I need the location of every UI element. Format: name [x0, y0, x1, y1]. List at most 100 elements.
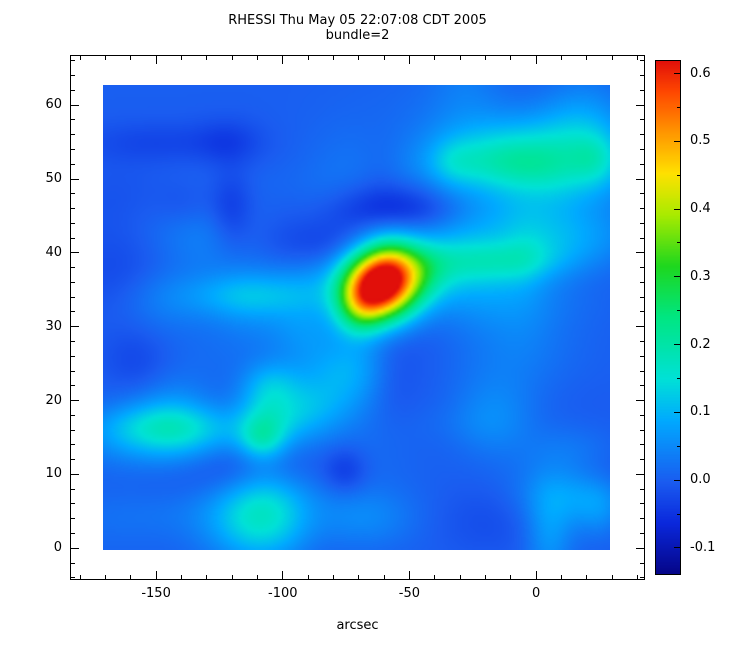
colorbar-major-tick: [674, 73, 680, 75]
x-major-tick-top: [282, 56, 284, 64]
colorbar-major-tick: [674, 479, 680, 481]
x-minor-tick-top: [586, 56, 588, 60]
y-minor-tick: [71, 75, 75, 77]
x-minor-tick-top: [256, 56, 258, 60]
x-minor-tick: [104, 575, 106, 579]
y-minor-tick-right: [640, 459, 644, 461]
y-major-tick: [71, 547, 79, 549]
y-minor-tick-right: [640, 311, 644, 313]
colorbar-major-tick: [674, 208, 680, 210]
x-minor-tick-top: [383, 56, 385, 60]
colorbar-tick-label: 0.4: [690, 201, 711, 217]
plot-subtitle: bundle=2: [325, 28, 390, 43]
colorbar-tick-label: 0.5: [690, 133, 711, 149]
y-major-tick: [71, 473, 79, 475]
x-minor-tick-top: [130, 56, 132, 60]
y-tick-label: 10: [45, 466, 62, 482]
x-minor-tick: [231, 575, 233, 579]
y-minor-tick: [71, 208, 75, 210]
x-major-tick-top: [155, 56, 157, 64]
y-major-tick-right: [636, 252, 644, 254]
colorbar-major-tick: [674, 140, 680, 142]
y-minor-tick: [71, 488, 75, 490]
x-minor-tick-top: [358, 56, 360, 60]
y-minor-tick: [71, 355, 75, 357]
plot-title: RHESSI Thu May 05 22:07:08 CDT 2005: [228, 13, 487, 28]
y-major-tick-right: [636, 178, 644, 180]
colorbar-minor-tick: [677, 445, 680, 447]
x-minor-tick: [206, 575, 208, 579]
y-minor-tick-right: [640, 208, 644, 210]
y-minor-tick: [71, 119, 75, 121]
colorbar-major-tick: [674, 344, 680, 346]
y-minor-tick: [71, 385, 75, 387]
y-minor-tick-right: [640, 193, 644, 195]
y-minor-tick: [71, 163, 75, 165]
colorbar-minor-tick: [677, 310, 680, 312]
y-major-tick: [71, 178, 79, 180]
colorbar-tick-label: 0.0: [690, 472, 711, 488]
y-minor-tick-right: [640, 488, 644, 490]
y-minor-tick: [71, 459, 75, 461]
y-minor-tick-right: [640, 577, 644, 579]
x-minor-tick-top: [560, 56, 562, 60]
y-tick-label: 30: [45, 318, 62, 334]
x-minor-tick: [636, 575, 638, 579]
x-minor-tick: [434, 575, 436, 579]
x-major-tick: [408, 571, 410, 579]
x-minor-tick-top: [231, 56, 233, 60]
y-minor-tick-right: [640, 237, 644, 239]
colorbar-major-tick: [674, 547, 680, 549]
x-minor-tick-top: [79, 56, 81, 60]
x-minor-tick-top: [307, 56, 309, 60]
y-minor-tick-right: [640, 281, 644, 283]
x-minor-tick-top: [104, 56, 106, 60]
x-minor-tick: [180, 575, 182, 579]
y-major-tick: [71, 326, 79, 328]
y-minor-tick-right: [640, 518, 644, 520]
y-minor-tick-right: [640, 532, 644, 534]
y-minor-tick: [71, 296, 75, 298]
x-minor-tick-top: [510, 56, 512, 60]
x-minor-tick-top: [206, 56, 208, 60]
y-tick-label: 0: [53, 540, 62, 556]
y-minor-tick: [71, 193, 75, 195]
y-minor-tick-right: [640, 340, 644, 342]
x-major-tick: [535, 571, 537, 579]
y-minor-tick: [71, 370, 75, 372]
colorbar-tick-label: -0.1: [690, 539, 716, 555]
x-minor-tick-top: [636, 56, 638, 60]
x-tick-label: -50: [398, 586, 421, 601]
y-major-tick: [71, 104, 79, 106]
y-minor-tick-right: [640, 134, 644, 136]
y-major-tick-right: [636, 104, 644, 106]
y-minor-tick: [71, 89, 75, 91]
y-tick-label: 60: [45, 97, 62, 113]
x-minor-tick: [611, 575, 613, 579]
colorbar-tick-label: 0.3: [690, 268, 711, 284]
x-minor-tick: [256, 575, 258, 579]
heatmap-canvas: [103, 85, 610, 550]
y-minor-tick: [71, 267, 75, 269]
y-tick-label: 40: [45, 244, 62, 260]
y-minor-tick: [71, 222, 75, 224]
y-tick-label: 50: [45, 171, 62, 187]
y-minor-tick: [71, 577, 75, 579]
y-minor-tick-right: [640, 119, 644, 121]
y-minor-tick-right: [640, 60, 644, 62]
y-minor-tick: [71, 429, 75, 431]
colorbar-minor-tick: [677, 242, 680, 244]
x-major-tick-top: [535, 56, 537, 64]
y-minor-tick-right: [640, 163, 644, 165]
x-minor-tick: [358, 575, 360, 579]
y-major-tick-right: [636, 547, 644, 549]
y-minor-tick-right: [640, 370, 644, 372]
x-minor-tick-top: [434, 56, 436, 60]
y-minor-tick: [71, 281, 75, 283]
y-major-tick-right: [636, 400, 644, 402]
x-minor-tick-top: [484, 56, 486, 60]
y-minor-tick: [71, 562, 75, 564]
x-major-tick: [282, 571, 284, 579]
x-major-tick: [155, 571, 157, 579]
